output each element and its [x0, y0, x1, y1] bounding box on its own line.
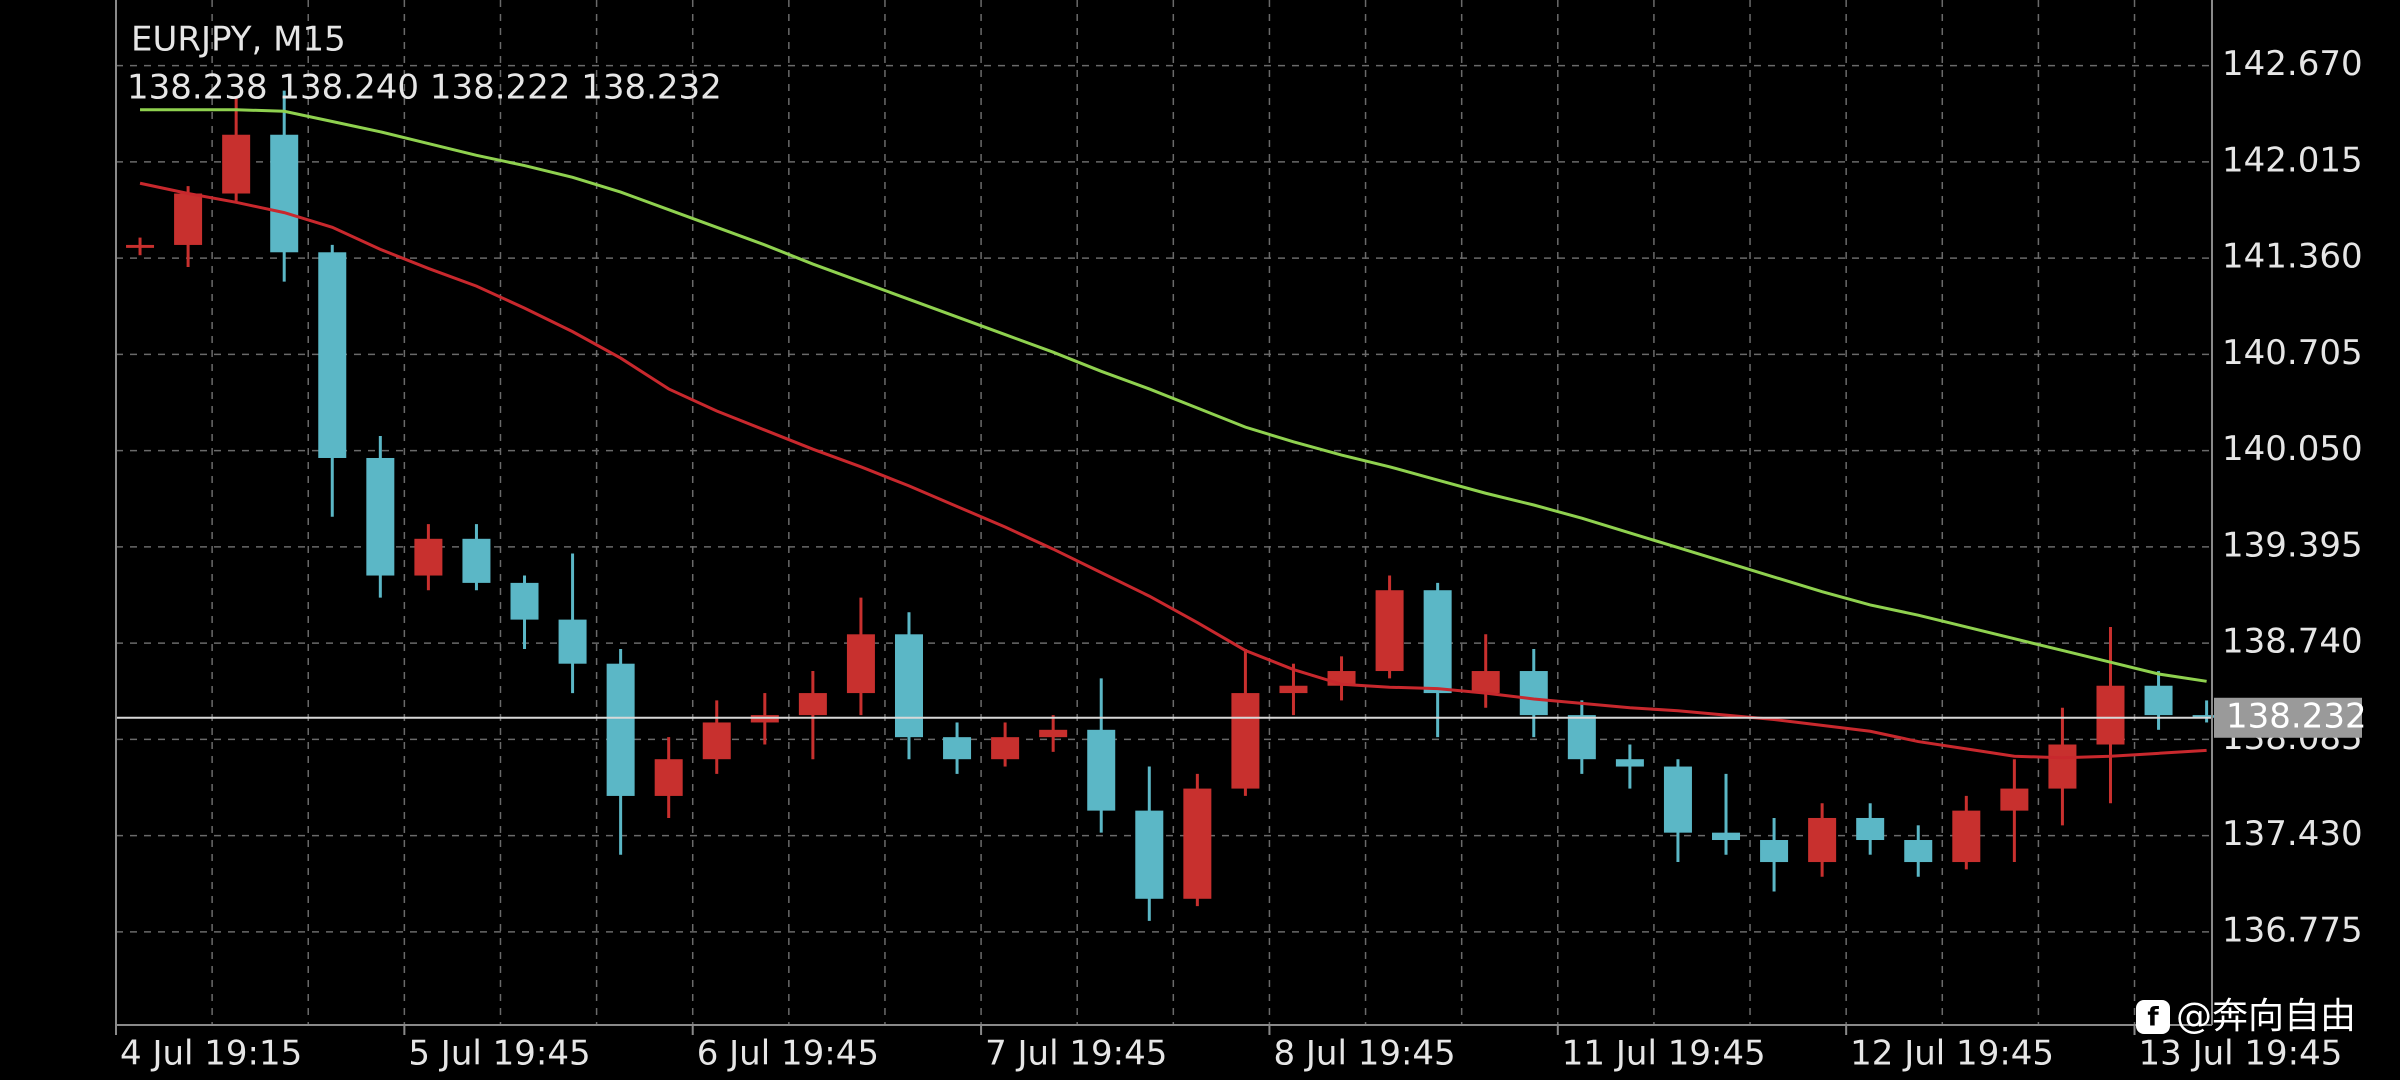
candle-body — [2192, 715, 2221, 718]
candle-body — [1760, 840, 1789, 863]
x-tick-label: 11 Jul 19:45 — [1562, 1034, 1766, 1074]
grid — [116, 0, 2212, 1025]
candle-body — [558, 619, 587, 664]
candle-body — [1039, 729, 1068, 738]
y-tick-label: 142.670 — [2222, 44, 2363, 84]
moving-average — [139, 181, 2207, 760]
candle-body — [702, 722, 731, 760]
candle-body — [174, 193, 203, 245]
candle-body — [1087, 729, 1116, 811]
current-price-box — [2214, 697, 2362, 738]
x-tick-label: 13 Jul 19:45 — [2139, 1034, 2343, 1074]
candle-body — [654, 759, 683, 796]
candle-body — [1856, 817, 1885, 841]
icon — [2136, 1000, 2170, 1034]
y-tick-label: 136.775 — [2222, 910, 2363, 950]
icon-glyph: f — [2147, 1003, 2159, 1033]
candle-body — [1279, 685, 1308, 694]
x-tick-label: 8 Jul 19:45 — [1273, 1034, 1455, 1074]
candle-body — [1423, 590, 1452, 694]
candle-body — [1808, 817, 1837, 863]
candle-body — [606, 663, 635, 796]
candle-body — [2144, 685, 2173, 716]
candle-body — [1183, 788, 1212, 899]
candle-body — [798, 693, 827, 716]
candle-body — [510, 582, 539, 620]
y-tick-label: 141.360 — [2222, 237, 2363, 277]
candle-body — [462, 538, 491, 583]
candle-body — [991, 737, 1020, 760]
candle-body — [2000, 788, 2029, 811]
x-tick-label: 7 Jul 19:45 — [985, 1034, 1167, 1074]
y-tick-label: 140.050 — [2222, 429, 2363, 469]
watermark: @奔向自由 — [2176, 996, 2356, 1037]
candle-body — [318, 252, 347, 458]
y-tick-label: 142.015 — [2222, 140, 2363, 180]
candle-body — [1567, 715, 1596, 760]
y-tick-label: 138.740 — [2222, 622, 2363, 662]
candle-body — [750, 715, 779, 723]
candle-body — [1615, 759, 1644, 767]
labels: 142.670 142.015 141.360 140.705 140.050 139.3… — [115, 44, 2367, 1074]
candle-body — [2096, 685, 2125, 745]
candle-body — [1375, 590, 1404, 672]
plot — [116, 90, 2221, 921]
moving-average — [140, 108, 2207, 683]
candle-body — [1471, 671, 1500, 694]
y-tick-label: 139.395 — [2222, 525, 2363, 565]
candle-body — [222, 134, 251, 194]
candle-body — [1952, 810, 1981, 863]
watermark-icon: f — [2136, 1000, 2170, 1034]
candle-body — [1519, 671, 1548, 716]
candle-body — [414, 538, 443, 576]
x-tick-label: 5 Jul 19:45 — [408, 1034, 590, 1074]
candle-body — [1712, 832, 1741, 841]
y-tick-label: 137.430 — [2222, 814, 2363, 854]
candle-body — [1904, 840, 1933, 863]
chart-title: EURJPY, M15 — [131, 20, 346, 60]
candle-body — [943, 737, 972, 760]
ohlc-label: 138.238 138.240 138.222 138.232 — [127, 68, 722, 108]
candle-body — [126, 244, 155, 248]
candle-body — [270, 134, 299, 253]
candle-body — [1135, 810, 1164, 899]
candle-body — [2048, 744, 2077, 789]
candle-body — [894, 634, 923, 738]
x-tick-label: 12 Jul 19:45 — [1850, 1034, 2054, 1074]
candle-body — [366, 457, 395, 576]
candle-body — [1231, 693, 1260, 789]
x-tick-label: 6 Jul 19:45 — [697, 1034, 879, 1074]
x-tick-label: 4 Jul 19:15 — [120, 1034, 302, 1074]
candle-body — [846, 634, 875, 694]
y-tick-label: 140.705 — [2222, 333, 2363, 373]
candle-body — [1663, 766, 1692, 833]
current-price-label: 138.232 — [2226, 696, 2367, 736]
